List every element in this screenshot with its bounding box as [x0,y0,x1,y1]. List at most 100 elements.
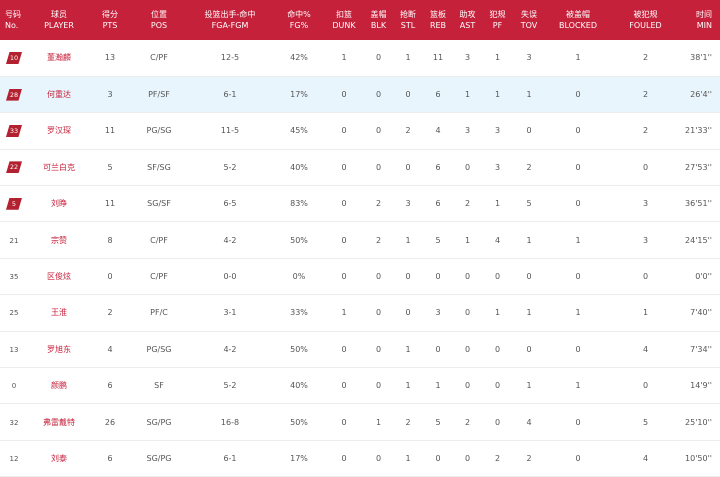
player-row[interactable]: 35 区俊炫 0 C/PF 0-0 0% 0 0 0 0 0 0 0 0 0 0'0'' [0,258,720,295]
col-header-dunk[interactable]: 扣篮 DUNK [332,10,356,30]
fouled-cell: 4 [642,453,649,463]
player-name-link[interactable]: 罗旭东 [47,344,71,354]
fga-fgm-cell: 16-8 [220,417,240,427]
starter-number-badge: 33 [6,124,22,137]
pts-cell: 5 [107,162,113,172]
col-header-fg-pct[interactable]: 命中% FG% [287,10,311,30]
stl-cell: 0 [405,308,411,318]
player-row[interactable]: 5 刘睁 11 SG/SF 6-5 83% 0 2 3 6 2 1 5 0 3 36'51'' [0,186,720,222]
col-header-blk[interactable]: 盖帽 BLK [370,10,387,30]
stl-cell: 2 [405,126,411,136]
tov-cell: 0 [526,344,532,354]
dunk-cell: 0 [341,344,347,354]
col-header-pos[interactable]: 位置 POS [150,10,168,30]
player-name-link[interactable]: 何重达 [47,90,71,100]
player-name-link[interactable]: 颜鹏 [51,381,67,391]
blk-cell: 0 [375,53,382,63]
reb-cell: 5 [435,417,441,427]
col-header-pf[interactable]: 犯规 PF [489,10,506,30]
jersey-number-cell: 22 [0,149,28,185]
ast-cell: 1 [464,235,471,245]
player-name-link[interactable]: 董瀚麟 [47,53,71,63]
ast-cell: 2 [464,199,471,209]
blocked-cell: 0 [575,126,581,136]
ast-cell: 0 [464,162,471,172]
fg-pct-cell: 42% [290,53,308,63]
col-header-player[interactable]: 球员 PLAYER [44,10,74,30]
player-row[interactable]: 32 弗雷戴特 26 SG/PG 16-8 50% 0 1 2 5 2 0 4 0 5 25'10'' [0,404,720,441]
player-row[interactable]: 12 刘泰 6 SG/PG 6-1 17% 0 0 1 0 0 2 2 0 4 10'50'' [0,440,720,477]
dunk-cell: 0 [341,199,347,209]
fga-fgm-cell: 3-1 [223,308,237,318]
dunk-cell: 0 [341,272,347,282]
minutes-cell: 0'0'' [695,272,712,282]
pts-cell: 4 [107,344,113,354]
col-header-pts[interactable]: 得分 PTS [102,10,118,30]
player-row[interactable]: 21 宗赞 8 C/PF 4-2 50% 0 2 1 5 1 4 1 1 3 24'15'' [0,222,720,259]
player-name-link[interactable]: 宗赞 [51,235,67,245]
player-rows: 10 董瀚麟 13 C/PF 12-5 42% 1 0 1 11 3 1 3 1 2 38'1'' 28 何重达 3… [0,40,720,477]
blk-cell: 0 [375,126,382,136]
fouled-cell: 2 [642,53,649,63]
fouled-cell: 3 [642,199,649,209]
pos-cell: PG/SG [146,126,172,136]
blocked-cell: 1 [575,308,581,318]
tov-cell: 0 [526,126,532,136]
fg-pct-cell: 33% [290,308,308,318]
jersey-number-cell: 12 [0,440,28,476]
pos-cell: SG/PG [146,417,172,427]
starter-number-badge: 10 [6,51,22,64]
pos-cell: SF [154,381,164,391]
col-header-tov[interactable]: 失误 TOV [520,10,538,30]
player-row[interactable]: 0 颜鹏 6 SF 5-2 40% 0 0 1 1 0 0 1 1 0 14'9'' [0,368,720,404]
stl-cell: 0 [405,162,411,172]
col-header-min[interactable]: 时间 MIN [696,10,712,30]
player-row[interactable]: 22 可兰白克 5 SF/SG 5-2 40% 0 0 0 6 0 3 2 0 0 27'53'' [0,149,720,186]
player-name-link[interactable]: 刘泰 [51,453,67,463]
col-header-reb[interactable]: 篮板 REB [429,10,447,30]
ast-cell: 0 [464,272,471,282]
player-name-link[interactable]: 王淮 [51,308,67,318]
col-header-fouled[interactable]: 被犯规 FOULED [629,10,662,30]
dunk-cell: 0 [341,90,347,100]
tov-cell: 1 [526,90,532,100]
col-header-fga-fgm[interactable]: 投篮出手-命中 FGA-FGM [204,10,256,30]
dunk-cell: 0 [341,126,347,136]
blocked-cell: 1 [575,235,581,245]
player-row[interactable]: 33 罗汉琛 11 PG/SG 11-5 45% 0 0 2 4 3 3 0 0 2 21'33'' [0,113,720,150]
player-name-link[interactable]: 可兰白克 [43,162,75,172]
blk-cell: 2 [375,235,382,245]
fg-pct-cell: 17% [290,90,308,100]
fga-fgm-cell: 11-5 [220,126,240,136]
reb-cell: 5 [435,235,441,245]
col-header-blocked[interactable]: 被盖帽 BLOCKED [558,10,597,30]
jersey-number-cell: 32 [0,404,28,440]
fg-pct-cell: 0% [292,272,306,282]
dunk-cell: 0 [341,162,347,172]
stl-cell: 0 [405,90,411,100]
player-name-link[interactable]: 罗汉琛 [47,126,71,136]
pf-cell: 4 [494,235,501,245]
blocked-cell: 1 [575,53,581,63]
col-header-no[interactable]: 号码 No. [5,10,21,30]
player-row[interactable]: 28 何重达 3 PF/SF 6-1 17% 0 0 0 6 1 1 1 0 2 26'4'' [0,76,720,113]
jersey-number-cell: 0 [0,368,28,404]
pos-cell: SG/PG [146,453,172,463]
blk-cell: 0 [375,381,382,391]
fouled-cell: 2 [642,90,649,100]
pos-cell: PG/SG [146,344,172,354]
player-name-link[interactable]: 刘睁 [51,199,67,209]
jersey-number-cell: 35 [0,258,28,294]
player-name-link[interactable]: 弗雷戴特 [43,417,75,427]
player-name-link[interactable]: 区俊炫 [47,272,71,282]
tov-cell: 2 [526,453,532,463]
col-header-stl[interactable]: 抢断 STL [400,10,416,30]
col-header-ast[interactable]: 助攻 AST [459,10,476,30]
player-row[interactable]: 10 董瀚麟 13 C/PF 12-5 42% 1 0 1 11 3 1 3 1 2 38'1'' [0,40,720,77]
fg-pct-cell: 50% [290,417,308,427]
jersey-number-cell: 33 [0,113,28,149]
reb-cell: 0 [435,344,441,354]
tov-cell: 4 [526,417,532,427]
player-row[interactable]: 25 王淮 2 PF/C 3-1 33% 1 0 0 3 0 1 1 1 1 7'40'' [0,295,720,332]
player-row[interactable]: 13 罗旭东 4 PG/SG 4-2 50% 0 0 1 0 0 0 0 0 4 7'34'' [0,331,720,368]
